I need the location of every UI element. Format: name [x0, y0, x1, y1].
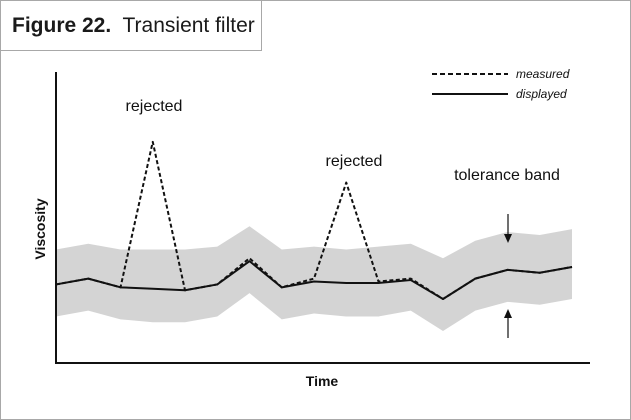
- tolerance-band: [56, 226, 572, 331]
- figure-title: Figure 22. Transient filter: [12, 14, 255, 38]
- figure-caption: Transient filter: [122, 14, 255, 37]
- tolerance-band-label: tolerance band: [454, 167, 560, 184]
- legend-measured-label: measured: [516, 67, 570, 81]
- figure-number: Figure 22.: [12, 14, 112, 37]
- legend: measured displayed: [432, 67, 570, 101]
- rejected-annotation-1: rejected: [126, 98, 183, 115]
- rejected-annotation-2: rejected: [326, 153, 383, 170]
- tolerance-arrow-bottom: [504, 309, 512, 338]
- series-displayed-line: [55, 260, 573, 300]
- series-layer: [55, 140, 573, 300]
- series-measured-line: [55, 140, 573, 300]
- tolerance-band-layer: [56, 226, 572, 331]
- tolerance-arrow-top: [504, 214, 512, 243]
- y-axis-label: Viscosity: [32, 198, 48, 259]
- figure-title-box: Figure 22. Transient filter: [0, 0, 262, 51]
- x-axis-label: Time: [306, 373, 339, 389]
- legend-displayed-label: displayed: [516, 87, 567, 101]
